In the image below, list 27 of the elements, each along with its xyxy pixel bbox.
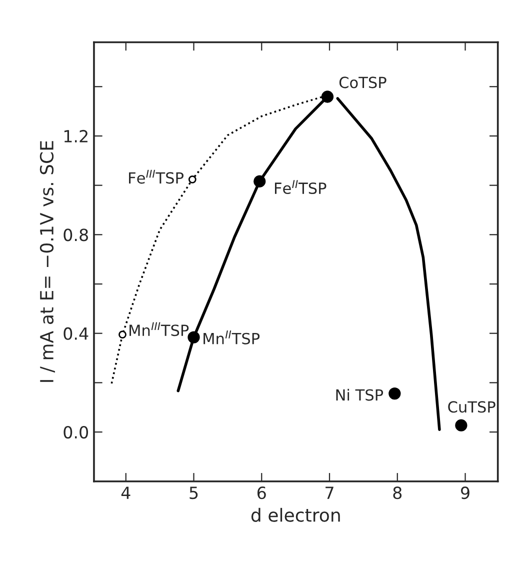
x-tick-label: 8 xyxy=(393,486,402,500)
annotation: CoTSP xyxy=(339,76,386,88)
point xyxy=(455,419,468,432)
x-axis-title: d electron xyxy=(251,508,340,522)
annotation: Fe$^{III}$TSP xyxy=(129,170,184,184)
x-tick-label: 6 xyxy=(257,486,266,500)
y-tick-label: 1.2 xyxy=(64,130,88,142)
y-tick-label: 0.4 xyxy=(64,327,88,340)
annotation: CuTSP xyxy=(448,401,496,413)
x-tick-label: 5 xyxy=(190,486,198,500)
point xyxy=(321,90,334,103)
point xyxy=(188,331,200,344)
point xyxy=(388,387,401,400)
point xyxy=(188,175,196,184)
x-tick-label: 7 xyxy=(326,486,334,499)
point xyxy=(254,175,266,188)
point xyxy=(118,330,126,339)
x-tick-label: 9 xyxy=(461,486,470,500)
x-tick-label: 4 xyxy=(121,486,130,499)
annotation: Ni TSP xyxy=(336,388,384,401)
annotation: Fe$^{II}$TSP xyxy=(274,180,326,194)
y-tick-label: 0.0 xyxy=(64,426,88,439)
annotation: Mn$^{II}$TSP xyxy=(204,330,260,344)
line-series xyxy=(336,97,441,431)
y-axis-title: I / mA at E= −0.1V vs. SCE xyxy=(40,141,55,382)
annotation: Mn$^{III}$TSP xyxy=(130,322,189,336)
y-tick-label: 0.8 xyxy=(64,228,88,242)
